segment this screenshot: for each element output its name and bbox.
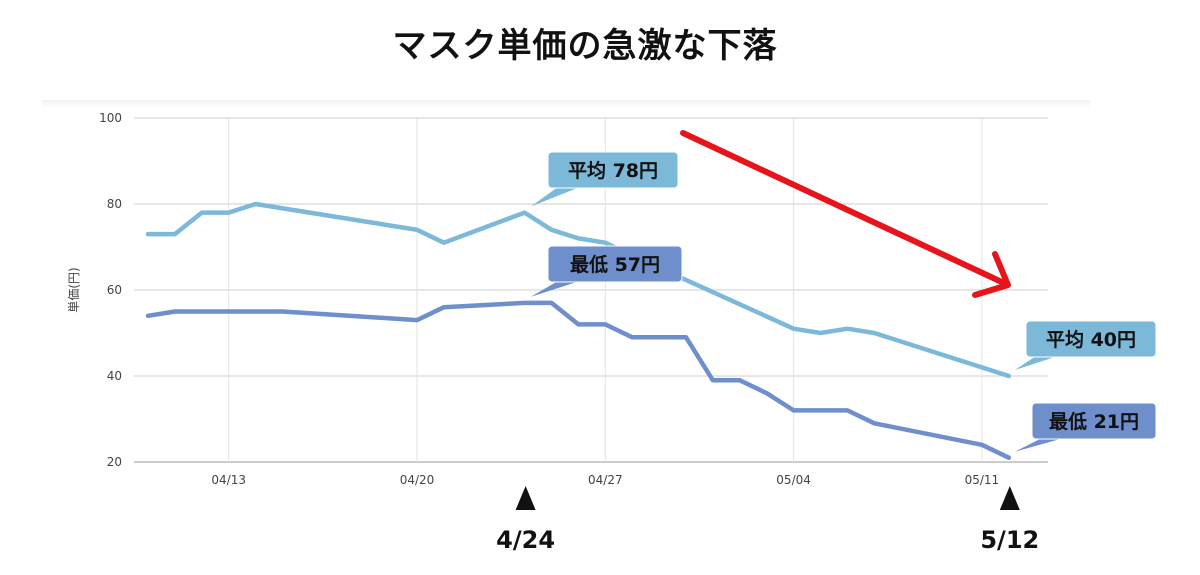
plot-panel-top-shadow: [42, 100, 1090, 108]
chart-title: マスク単価の急激な下落: [392, 26, 778, 66]
marker-label: 5/12: [980, 526, 1039, 554]
y-tick-label: 20: [107, 455, 122, 469]
callout-pointer: [530, 187, 580, 207]
callout: 平均 78円: [530, 151, 679, 207]
trend-arrow-shaft: [680, 130, 1009, 287]
y-tick-label: 60: [107, 283, 122, 297]
trend-arrow: [680, 130, 1011, 298]
marker-triangle: [999, 486, 1020, 510]
trend-arrow-head: [972, 251, 1011, 298]
x-tick-label: 04/20: [400, 473, 435, 487]
y-tick-label: 80: [107, 197, 122, 211]
series-line-average: [145, 201, 1012, 379]
callout-pointer: [1014, 356, 1058, 370]
callout-pointer: [1014, 438, 1064, 452]
callout-box: [547, 245, 683, 283]
series-lines: [145, 201, 1012, 460]
marker-triangle: [515, 486, 536, 510]
callout-box: [1025, 320, 1157, 358]
x-tick-labels: 04/13 04/20 04/27 05/04 05/11: [211, 473, 999, 487]
callout: 平均 40円: [1014, 320, 1157, 370]
series-line-lowest: [145, 300, 1012, 460]
x-tick-label: 04/13: [211, 473, 246, 487]
callout-label: 平均 78円: [568, 159, 658, 182]
callout: 最低 57円: [530, 245, 683, 297]
callout-pointer: [530, 281, 580, 297]
x-tick-label: 05/04: [776, 473, 811, 487]
marker-label: 4/24: [496, 526, 555, 554]
y-tick-label: 40: [107, 369, 122, 383]
callout-label: 最低 57円: [570, 253, 660, 276]
date-markers: 4/24 5/12: [496, 486, 1039, 554]
callout-label: 最低 21円: [1049, 410, 1139, 433]
callout-box: [547, 151, 679, 189]
y-tick-label: 100: [99, 111, 122, 125]
callout: 最低 21円: [1014, 402, 1157, 452]
x-tick-label: 05/11: [965, 473, 1000, 487]
x-tick-label: 04/27: [588, 473, 623, 487]
y-axis-label: 単価(円): [67, 267, 81, 312]
callout-label: 平均 40円: [1046, 328, 1136, 351]
callout-box: [1031, 402, 1157, 440]
y-tick-labels: 20 40 60 80 100: [99, 111, 122, 469]
